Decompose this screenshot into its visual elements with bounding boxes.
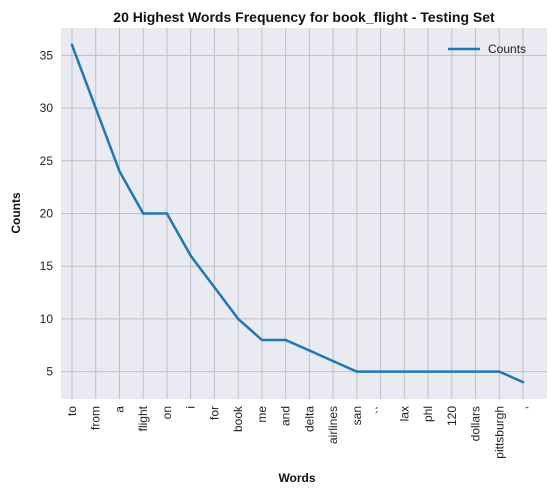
x-tick-label: and xyxy=(279,406,293,426)
data-point xyxy=(236,317,240,321)
data-point xyxy=(165,212,169,215)
data-point xyxy=(379,370,382,373)
data-point xyxy=(142,212,145,215)
chart-title: 20 Highest Words Frequency for book_flig… xyxy=(113,9,495,25)
legend: Counts xyxy=(448,42,526,56)
x-tick-labels: to from a flight on i for book me and delta airline… xyxy=(65,405,530,459)
x-tick-label: `` xyxy=(374,406,388,414)
data-point xyxy=(521,380,525,384)
data-point xyxy=(331,359,335,363)
y-tick-label: 25 xyxy=(40,154,54,168)
x-axis-label: Words xyxy=(278,471,315,485)
y-tick-label: 35 xyxy=(40,48,54,62)
x-tick-label: lax xyxy=(397,406,411,421)
y-tick-labels: 5 10 15 20 25 30 35 xyxy=(40,48,54,378)
x-tick-label: phl xyxy=(421,406,435,422)
x-tick-label: i xyxy=(184,406,198,409)
x-tick-label: a xyxy=(112,406,126,413)
data-point xyxy=(355,370,359,373)
x-tick-label: for xyxy=(207,406,221,420)
y-tick-label: 20 xyxy=(40,207,54,221)
data-point xyxy=(308,349,311,352)
data-point xyxy=(498,370,501,373)
y-tick-label: 10 xyxy=(40,312,54,326)
x-tick-label: , xyxy=(516,406,530,409)
data-point xyxy=(189,254,192,257)
x-tick-label: me xyxy=(255,406,269,423)
data-point xyxy=(260,338,264,342)
data-point xyxy=(474,370,477,373)
data-point xyxy=(284,338,287,342)
x-tick-label: pittsburgh xyxy=(492,406,506,459)
data-point xyxy=(118,170,121,173)
data-point xyxy=(403,370,406,373)
series-layer xyxy=(70,43,525,384)
y-tick-label: 15 xyxy=(40,259,54,273)
data-point xyxy=(426,370,430,373)
data-point xyxy=(213,286,216,289)
series-line-counts xyxy=(70,43,525,384)
data-point xyxy=(94,106,97,110)
x-tick-label: dollars xyxy=(469,406,483,441)
data-point xyxy=(450,370,453,373)
y-tick-label: 5 xyxy=(46,365,53,379)
x-tick-label: 120 xyxy=(445,406,459,426)
x-tick-label: san xyxy=(350,406,364,425)
x-tick-label: on xyxy=(160,406,174,419)
legend-label-counts: Counts xyxy=(488,42,526,56)
x-tick-label: delta xyxy=(302,406,316,432)
x-tick-label: flight xyxy=(136,405,150,431)
x-tick-label: to xyxy=(65,406,79,416)
x-tick-label: book xyxy=(231,405,245,432)
y-axis-label: Counts xyxy=(9,192,23,234)
y-tick-label: 30 xyxy=(40,101,54,115)
x-tick-label: from xyxy=(89,406,103,430)
x-tick-label: airlines xyxy=(326,406,340,444)
data-point xyxy=(70,43,74,47)
